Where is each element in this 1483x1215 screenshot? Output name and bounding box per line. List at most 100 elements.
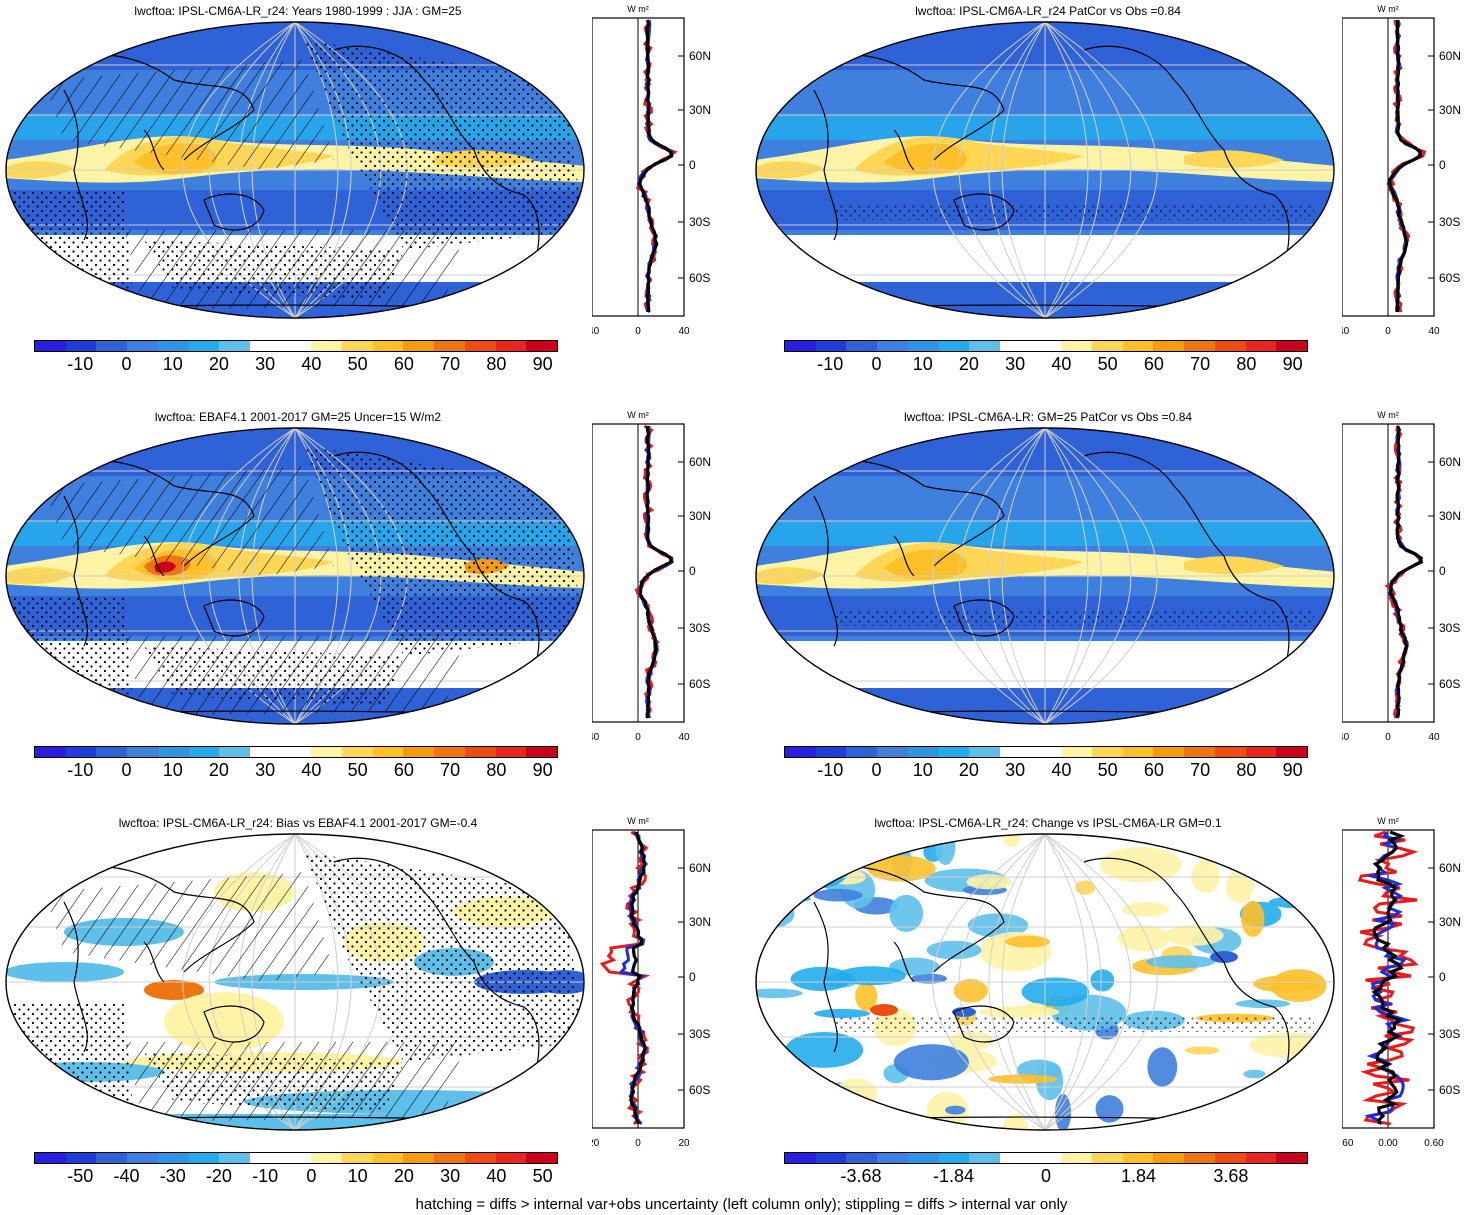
map-robinson	[5, 427, 585, 725]
colorbar-tick-label: 80	[1236, 760, 1257, 780]
colorbar-tick-label: 80	[486, 354, 507, 374]
map-title: lwcftoa: IPSL-CM6A-LR_r24: Change vs IPS…	[874, 816, 1222, 830]
colorbar-tick-label: -10	[817, 354, 844, 374]
colorbar-tick-label: -10	[817, 760, 844, 780]
map-robinson	[755, 21, 1335, 319]
zonal-mean-plot: W m² 60N 30N 0 30S 60S -0.60 0.00 0.60	[1342, 816, 1461, 1149]
zonal-lat-label: 30N	[689, 915, 711, 929]
colorbar	[784, 746, 1308, 758]
colorbar-swatch	[999, 341, 1031, 351]
colorbar-swatch	[127, 341, 158, 351]
colorbar-swatch	[999, 1153, 1031, 1163]
colorbar-swatch	[434, 341, 465, 351]
colorbar-tick-label: -10	[67, 760, 94, 780]
colorbar-swatch	[969, 747, 1000, 757]
colorbar-swatch	[1245, 341, 1277, 351]
colorbar-swatch	[65, 1153, 97, 1163]
colorbar-tick-label: 20	[958, 760, 979, 780]
colorbar-tick-label: 20	[208, 354, 229, 374]
colorbar-swatch	[372, 1153, 404, 1163]
zonal-lat-label: 0	[689, 564, 696, 578]
zonal-x-tick-label: 0.00	[1378, 1138, 1398, 1149]
zonal-lat-label: 60S	[1439, 1083, 1460, 1097]
colorbar-tick-label: -10	[252, 1166, 279, 1186]
colorbar-swatch	[846, 1153, 878, 1163]
colorbar-tick-label: 50	[1097, 760, 1118, 780]
colorbar-swatch	[372, 747, 404, 757]
colorbar-swatch	[785, 341, 816, 351]
colorbar-swatch	[35, 1153, 66, 1163]
colorbar-swatch	[877, 1153, 908, 1163]
colorbar-swatch	[157, 1153, 189, 1163]
colorbar-swatch	[1214, 747, 1246, 757]
zonal-lat-label: 30S	[1439, 621, 1460, 635]
colorbar-swatch	[1122, 747, 1154, 757]
colorbar-swatch	[342, 1153, 373, 1163]
colorbar-tick-label: 60	[393, 760, 414, 780]
colorbar	[34, 746, 558, 758]
colorbar-tick-label: 50	[532, 1166, 553, 1186]
colorbar-swatch	[877, 341, 908, 351]
figure-caption: hatching = diffs > internal var+obs unce…	[415, 1196, 1068, 1213]
colorbar-swatch	[280, 1153, 312, 1163]
colorbar-tick-label: 40	[486, 1166, 507, 1186]
zonal-lat-label: 60S	[689, 1083, 710, 1097]
colorbar-tick-label: 20	[393, 1166, 414, 1186]
colorbar-tick-label: 40	[1051, 354, 1072, 374]
colorbar-swatch	[526, 1153, 557, 1163]
zonal-x-tick-label: 20	[678, 1138, 690, 1149]
colorbar-tick-label: 1.84	[1120, 1166, 1156, 1186]
panel-3: lwcftoa: EBAF4.1 2001-2017 GM=25 Uncer=1…	[0, 406, 740, 806]
colorbar-swatch	[1276, 747, 1307, 757]
zonal-mean-plot: W m² 60N 30N 0 30S 60S -20 0 20	[592, 816, 711, 1149]
colorbar-swatch	[1214, 1153, 1246, 1163]
colorbar-swatch	[1276, 341, 1307, 351]
colorbar-tick-label: 50	[347, 760, 368, 780]
colorbar-swatch	[785, 747, 816, 757]
colorbar-labels: -50 -40 -30 -20 -10 0 10 20 30 40 50	[34, 1166, 558, 1188]
zonal-x-tick-label: -40	[1342, 326, 1350, 337]
colorbar-swatch	[249, 747, 281, 757]
zonal-x-tick-label: 40	[678, 326, 690, 337]
colorbar-tick-label: 40	[1051, 760, 1072, 780]
zonal-unit-label: W m²	[627, 816, 649, 826]
map-robinson	[5, 21, 585, 319]
map-title: lwcftoa: IPSL-CM6A-LR_r24: Years 1980-19…	[134, 4, 462, 18]
zonal-mean-plot: W m² 60N 30N 0 30S 60S -40 0 40	[1342, 410, 1461, 743]
colorbar-swatch	[1184, 341, 1215, 351]
zonal-lat-label: 30S	[689, 215, 710, 229]
colorbar-tick-label: 90	[532, 760, 553, 780]
zonal-mean-plot: W m² 60N 30N 0 30S 60S -40 0 40	[1342, 4, 1461, 337]
colorbar-swatch	[403, 747, 435, 757]
colorbar-swatch	[1245, 747, 1277, 757]
colorbar-swatch	[434, 747, 465, 757]
colorbar-swatch	[938, 1153, 970, 1163]
colorbar-swatch	[1092, 341, 1123, 351]
colorbar-tick-label: -50	[67, 1166, 94, 1186]
colorbar-swatch	[1092, 1153, 1123, 1163]
colorbar-swatch	[907, 1153, 939, 1163]
zonal-x-tick-label: 0	[1385, 732, 1391, 743]
panel-5: lwcftoa: IPSL-CM6A-LR_r24: Bias vs EBAF4…	[0, 812, 740, 1212]
colorbar-swatch	[249, 1153, 281, 1163]
colorbar-swatch	[815, 341, 847, 351]
zonal-x-tick-label: -40	[1342, 732, 1350, 743]
colorbar-swatch	[1122, 1153, 1154, 1163]
colorbar-swatch	[219, 747, 250, 757]
colorbar-tick-label: 80	[1236, 354, 1257, 374]
colorbar-swatch	[434, 1153, 465, 1163]
colorbar-swatch	[846, 341, 878, 351]
colorbar-swatch	[35, 341, 66, 351]
colorbar-tick-label: 60	[1143, 354, 1164, 374]
panel-4: lwcftoa: IPSL-CM6A-LR: GM=25 PatCor vs O…	[750, 406, 1483, 806]
map-title: lwcftoa: IPSL-CM6A-LR: GM=25 PatCor vs O…	[903, 410, 1193, 424]
zonal-lat-label: 60N	[689, 861, 711, 875]
colorbar-swatch	[464, 341, 496, 351]
colorbar	[34, 1152, 558, 1164]
zonal-x-tick-label: 40	[1428, 732, 1440, 743]
colorbar-swatch	[969, 341, 1000, 351]
zonal-lat-label: 0	[1439, 158, 1446, 172]
colorbar-swatch	[1153, 1153, 1185, 1163]
map-robinson	[755, 833, 1335, 1131]
colorbar-tick-label: 30	[255, 354, 276, 374]
